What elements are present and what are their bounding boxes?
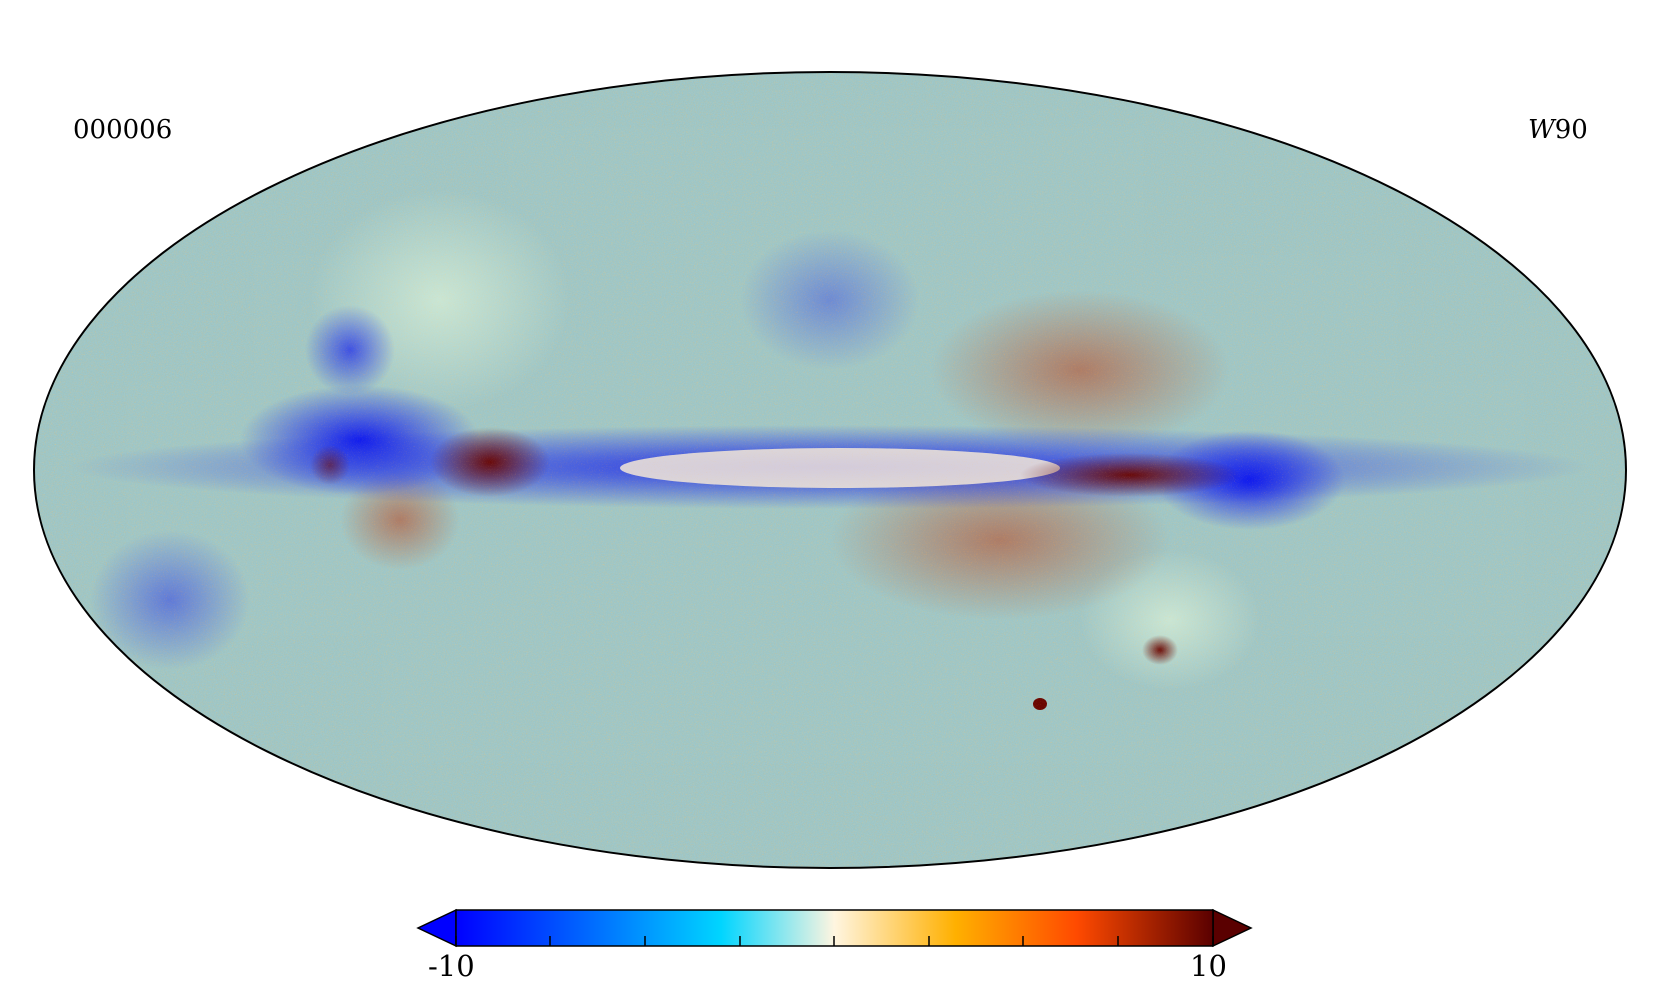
colorbar (416, 908, 1253, 948)
band-label-number: 90 (1554, 115, 1588, 145)
colorbar-min-label: -10 (428, 949, 475, 983)
colorbar-extend-low (416, 908, 457, 948)
colorbar-max-label: 10 (1190, 949, 1227, 983)
map-id-label: 000006 (73, 115, 173, 145)
colorbar-ticks (455, 936, 1214, 946)
map-boundary (33, 71, 1627, 869)
mollweide-map (34, 72, 1626, 868)
band-label: W90 (1528, 117, 1588, 143)
band-label-prefix: W (1528, 115, 1555, 145)
colorbar-extend-high (1212, 908, 1253, 948)
